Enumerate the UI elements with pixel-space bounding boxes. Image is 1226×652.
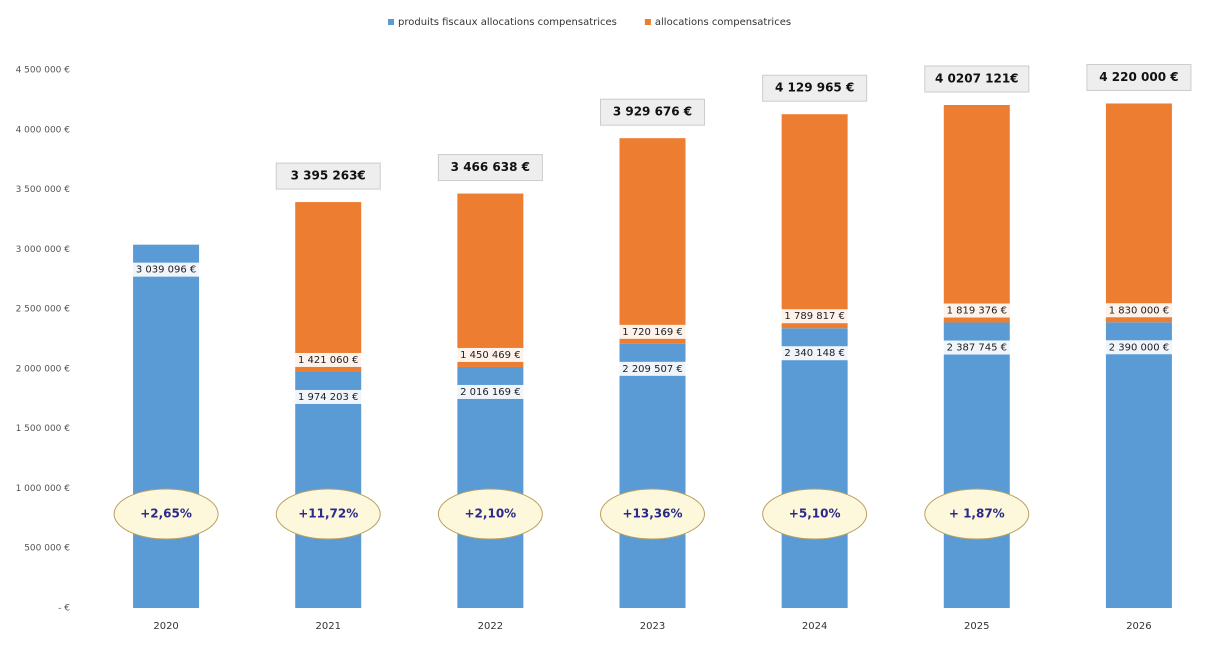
bar-segment bbox=[133, 244, 200, 609]
bar-segment bbox=[457, 366, 524, 608]
value-label-bg bbox=[292, 389, 365, 404]
value-label: 3 039 096 € bbox=[136, 265, 196, 276]
total-label: 4 220 000 € bbox=[1099, 70, 1178, 84]
total-label-box bbox=[1086, 63, 1192, 91]
bar-segment bbox=[943, 105, 1010, 323]
legend-swatch bbox=[644, 19, 651, 25]
growth-ellipse bbox=[437, 488, 543, 540]
growth-label: +2,65% bbox=[140, 507, 192, 521]
y-tick-label: 4 000 000 € bbox=[16, 125, 71, 135]
bar-segment bbox=[295, 202, 362, 372]
growth-label: +11,72% bbox=[298, 507, 358, 521]
total-label: 3 929 676 € bbox=[613, 105, 692, 119]
x-tick-label: 2025 bbox=[964, 621, 989, 632]
x-tick-label: 2023 bbox=[640, 621, 665, 632]
growth-label: +13,36% bbox=[622, 507, 682, 521]
value-label: 1 789 817 € bbox=[784, 311, 844, 322]
y-tick-label: 3 500 000 € bbox=[16, 185, 71, 195]
growth-label: +2,10% bbox=[465, 507, 517, 521]
value-label: 2 209 507 € bbox=[622, 364, 682, 375]
value-label: 2 016 169 € bbox=[460, 387, 520, 398]
total-label: 4 0207 121€ bbox=[935, 72, 1019, 86]
value-label-bg bbox=[616, 324, 689, 339]
bar-segment bbox=[457, 193, 524, 367]
value-label: 1 819 376 € bbox=[947, 306, 1007, 317]
y-tick-label: 3 000 000 € bbox=[16, 245, 71, 255]
total-label-box bbox=[600, 98, 705, 126]
value-label-bg bbox=[1102, 340, 1175, 355]
value-label-bg bbox=[1102, 303, 1175, 318]
value-label-bg bbox=[130, 262, 203, 277]
x-tick-label: 2026 bbox=[1126, 621, 1151, 632]
y-tick-label: - € bbox=[58, 604, 70, 614]
x-tick-label: 2024 bbox=[802, 621, 827, 632]
value-label: 1 720 169 € bbox=[622, 327, 682, 338]
value-label: 1 830 000 € bbox=[1109, 305, 1169, 316]
y-tick-label: 4 500 000 € bbox=[16, 66, 71, 76]
x-tick-label: 2021 bbox=[315, 621, 340, 632]
y-tick-label: 500 000 € bbox=[24, 544, 70, 554]
value-label: 1 450 469 € bbox=[460, 350, 520, 361]
value-label: 2 390 000 € bbox=[1109, 342, 1169, 353]
bar-segment bbox=[781, 114, 848, 329]
total-label: 4 129 965 € bbox=[775, 81, 854, 95]
growth-ellipse bbox=[275, 488, 381, 540]
value-label-bg bbox=[292, 352, 365, 367]
total-label-box bbox=[437, 154, 543, 182]
growth-ellipse bbox=[113, 488, 219, 540]
bar-segment bbox=[1105, 103, 1172, 323]
total-label: 3 395 263€ bbox=[291, 169, 366, 183]
value-label-bg bbox=[940, 340, 1013, 355]
total-label-box bbox=[275, 162, 381, 190]
total-label-box bbox=[762, 74, 868, 102]
value-label-bg bbox=[778, 346, 851, 361]
value-label-bg bbox=[778, 309, 851, 324]
bar-segment bbox=[781, 328, 848, 608]
value-label-bg bbox=[616, 361, 689, 376]
value-label: 2 387 745 € bbox=[947, 343, 1007, 354]
bar-segment bbox=[619, 138, 686, 344]
x-tick-label: 2020 bbox=[153, 621, 178, 632]
growth-ellipse bbox=[762, 488, 868, 540]
legend-label: produits fiscaux allocations compensatri… bbox=[398, 17, 617, 28]
total-label-box bbox=[924, 65, 1030, 93]
growth-label: + 1,87% bbox=[949, 507, 1005, 521]
y-tick-label: 1 000 000 € bbox=[16, 484, 71, 494]
value-label: 2 340 148 € bbox=[784, 348, 844, 359]
growth-ellipse bbox=[600, 488, 705, 540]
value-label: 1 974 203 € bbox=[298, 392, 358, 403]
growth-ellipse bbox=[924, 488, 1030, 540]
bar-segment bbox=[943, 322, 1010, 608]
total-label: 3 466 638 € bbox=[451, 160, 530, 174]
growth-label: +5,10% bbox=[789, 507, 841, 521]
bar-segment bbox=[1105, 322, 1172, 608]
value-label-bg bbox=[454, 384, 527, 399]
y-tick-label: 1 500 000 € bbox=[16, 424, 71, 434]
bar-segment bbox=[619, 343, 686, 608]
x-tick-label: 2022 bbox=[478, 621, 503, 632]
y-tick-label: 2 500 000 € bbox=[16, 305, 71, 315]
value-label-bg bbox=[454, 347, 527, 362]
value-label: 1 421 060 € bbox=[298, 355, 358, 366]
value-label-bg bbox=[940, 303, 1013, 318]
y-tick-label: 2 000 000 € bbox=[16, 364, 71, 374]
legend-label: allocations compensatrices bbox=[655, 17, 791, 28]
legend-swatch bbox=[388, 19, 394, 25]
